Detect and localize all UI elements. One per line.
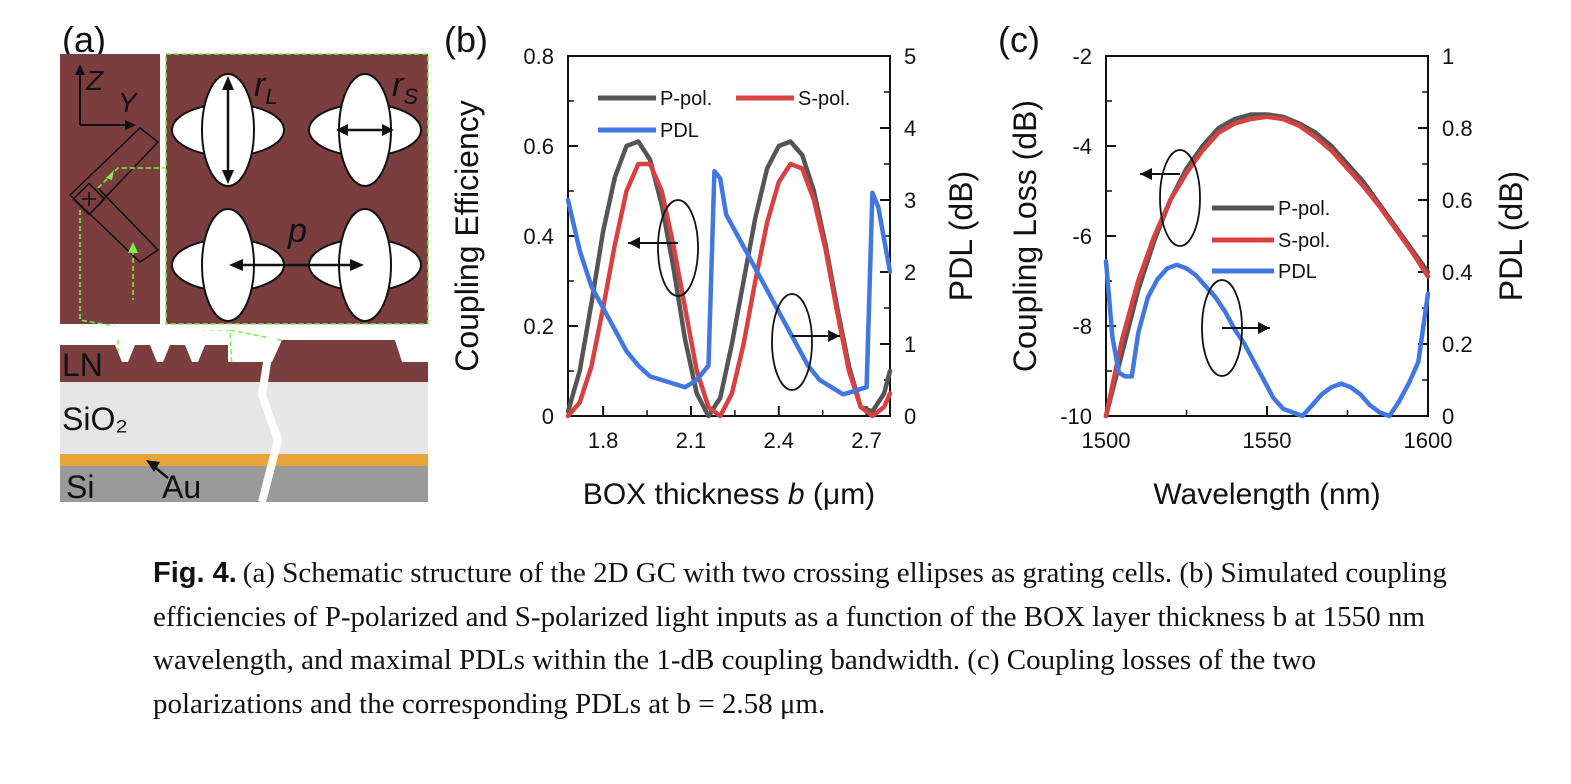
cross-section	[60, 326, 428, 503]
b-y2tick-label: 1	[904, 332, 916, 357]
c-legend-label: S-pol.	[1278, 230, 1330, 252]
ellipse-arrows	[226, 86, 385, 267]
c-legend-label: P-pol.	[1278, 198, 1330, 220]
caption-text: (a) Schematic structure of the 2D GC wit…	[153, 557, 1447, 720]
c-y2tick-label: 0.8	[1442, 116, 1473, 141]
c-xtick-label: 1550	[1243, 428, 1292, 453]
figure: (a) Z Y	[60, 19, 1529, 511]
c-annotation-arrowhead	[1140, 168, 1152, 180]
b-ytick-label: 0.8	[523, 44, 554, 69]
b-xlabel: BOX thickness b (μm)	[583, 478, 875, 511]
caption-label: Fig. 4.	[153, 557, 237, 589]
figure-caption: Fig. 4. (a) Schematic structure of the 2D…	[153, 552, 1453, 726]
c-annotation-ellipse	[1159, 149, 1201, 247]
b-xtick-label: 2.7	[851, 428, 882, 453]
taper-outline	[69, 127, 160, 263]
c-xtick-label: 1600	[1404, 428, 1453, 453]
b-ytick-label: 0.2	[523, 314, 554, 339]
c-ytick-label: -10	[1060, 404, 1092, 429]
c-ytick-label: -8	[1072, 314, 1092, 339]
b-ytick-label: 0	[542, 404, 554, 429]
c-xlabel: Wavelength (nm)	[1153, 478, 1380, 511]
b-annotation-arrowhead	[628, 237, 640, 249]
b-y2tick-label: 4	[904, 116, 916, 141]
panel-b-label: (b)	[444, 19, 488, 60]
c-ylabel: Coupling Loss (dB)	[1007, 100, 1043, 372]
c-ytick-label: -2	[1072, 44, 1092, 69]
b-xtick-label: 2.4	[763, 428, 794, 453]
b-annotation-arrowhead	[828, 330, 840, 342]
c-legend-label: PDL	[1278, 261, 1317, 283]
au-pointer-head	[146, 460, 160, 472]
c-y2tick-label: 0.4	[1442, 260, 1473, 285]
layer-sio2-label: SiO₂	[62, 401, 128, 437]
b-y2tick-label: 5	[904, 44, 916, 69]
b-y2tick-label: 0	[904, 404, 916, 429]
b-legend-label: S-pol.	[798, 88, 850, 110]
b-ylabel: Coupling Efficiency	[449, 100, 485, 372]
r-l-label: rL	[254, 66, 278, 109]
c-y2tick-label: 0.2	[1442, 332, 1473, 357]
c-y2label: PDL (dB)	[1493, 171, 1529, 301]
b-series-pdl	[565, 168, 893, 397]
panel-c-label: (c)	[998, 19, 1040, 60]
c-y2tick-label: 0.6	[1442, 188, 1473, 213]
c-ytick-label: -4	[1072, 134, 1092, 159]
zoom-border	[165, 53, 429, 325]
guide-arrow-mid	[106, 170, 114, 180]
c-ytick-label: -6	[1072, 224, 1092, 249]
b-series-ppol	[565, 139, 893, 419]
b-ytick-label: 0.4	[523, 224, 554, 249]
b-xtick-label: 1.8	[588, 428, 619, 453]
r-s-label: rS	[392, 66, 418, 109]
c-series-pdl	[1103, 258, 1431, 419]
b-legend-label: PDL	[660, 120, 699, 142]
panel-a-schematic: (a) Z Y	[60, 19, 429, 505]
b-legend-label: P-pol.	[660, 88, 712, 110]
top-view-left	[60, 54, 160, 324]
b-y2label: PDL (dB)	[943, 171, 979, 301]
c-y2tick-label: 1	[1442, 44, 1454, 69]
y-axis-label: Y	[118, 87, 139, 118]
panel-b-chart: (b) 0 0.2 0.4 0.6 0.8 0 1 2 3 4 5 1.8 2.1 2.4 2.7 BOX t…	[444, 19, 979, 511]
period-label: p	[287, 212, 307, 250]
b-y2tick-label: 2	[904, 260, 916, 285]
ellipse-arrowheads	[222, 76, 394, 271]
layer-au-label: Au	[162, 469, 201, 505]
layer-si-label: Si	[66, 469, 94, 505]
y-axis-arrow	[125, 120, 136, 130]
b-annotation-ellipse	[657, 199, 699, 297]
z-axis-arrow	[75, 64, 85, 75]
c-series-spol	[1103, 114, 1431, 419]
z-axis-label: Z	[85, 65, 104, 96]
panel-c-chart: (c) -10 -8 -6 -4 -2 0 0.2 0.4 0.6 0.8 1 1500 1550 160…	[998, 19, 1529, 511]
b-ytick-label: 0.6	[523, 134, 554, 159]
plot-c-area: -10 -8 -6 -4 -2 0 0.2 0.4 0.6 0.8 1 1500 1550 1600 Wav…	[1007, 44, 1529, 511]
b-annotation-ellipse	[771, 293, 813, 391]
panel-a-label: (a)	[62, 19, 106, 60]
b-y2tick-label: 3	[904, 188, 916, 213]
c-series-ppol	[1103, 112, 1431, 419]
guide-arrow-up	[128, 242, 138, 253]
plot-b-area: 0 0.2 0.4 0.6 0.8 0 1 2 3 4 5 1.8 2.1 2.4 2.7 BOX thick…	[449, 44, 979, 511]
ellipse-cells	[171, 73, 422, 322]
b-series-spol	[565, 161, 893, 419]
b-xtick-label: 2.1	[676, 428, 707, 453]
c-y2tick-label: 0	[1442, 404, 1454, 429]
c-annotation-arrowhead	[1258, 322, 1270, 334]
layer-ln-label: LN	[62, 347, 103, 383]
c-xtick-label: 1500	[1082, 428, 1131, 453]
